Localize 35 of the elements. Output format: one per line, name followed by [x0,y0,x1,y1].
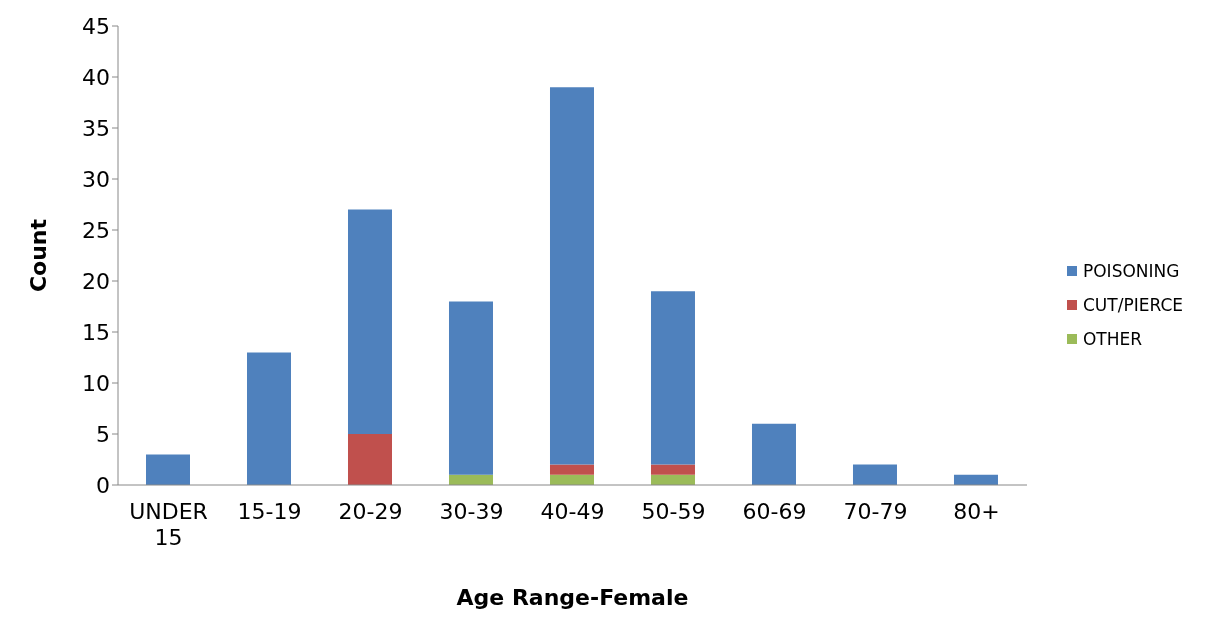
x-tick-label: 80+ [953,499,1000,524]
legend-label: OTHER [1082,328,1143,349]
bar [247,352,291,485]
y-tick-label: 35 [82,115,110,141]
legend-label: CUT/PIERCE [1082,294,1183,315]
bar [549,87,594,465]
legend-label: POISONING [1082,260,1180,281]
y-tick-label: 20 [82,268,110,294]
x-tick-label: UNDER 15 [129,499,208,550]
y-tick-label: 5 [96,421,110,447]
bar [650,291,695,465]
bar [650,464,695,475]
bar [549,464,594,475]
bar [348,434,392,485]
x-axis-title: Age Range-Female [456,585,689,610]
y-tick-label: 0 [96,472,110,498]
y-tick-label: 25 [82,217,110,243]
x-tick-label: 70-79 [843,499,908,524]
y-tick-label: 10 [82,370,110,396]
x-tick-label: 20-29 [338,499,403,524]
bar [146,454,190,485]
y-tick-label: 45 [82,13,110,39]
x-tick-label: 50-59 [641,499,706,524]
bar [852,464,897,485]
x-tick-label: 15-19 [237,499,302,524]
bar [348,209,392,434]
x-tick-label: 60-69 [742,499,807,524]
y-tick-label: 30 [82,166,110,192]
y-tick-label: 40 [82,64,110,90]
x-tick-label: 40-49 [540,499,605,524]
bar [751,423,796,485]
y-axis-title: Count [25,218,51,293]
bar [448,301,493,475]
x-tick-label: 30-39 [439,499,504,524]
y-tick-label: 15 [82,319,110,345]
